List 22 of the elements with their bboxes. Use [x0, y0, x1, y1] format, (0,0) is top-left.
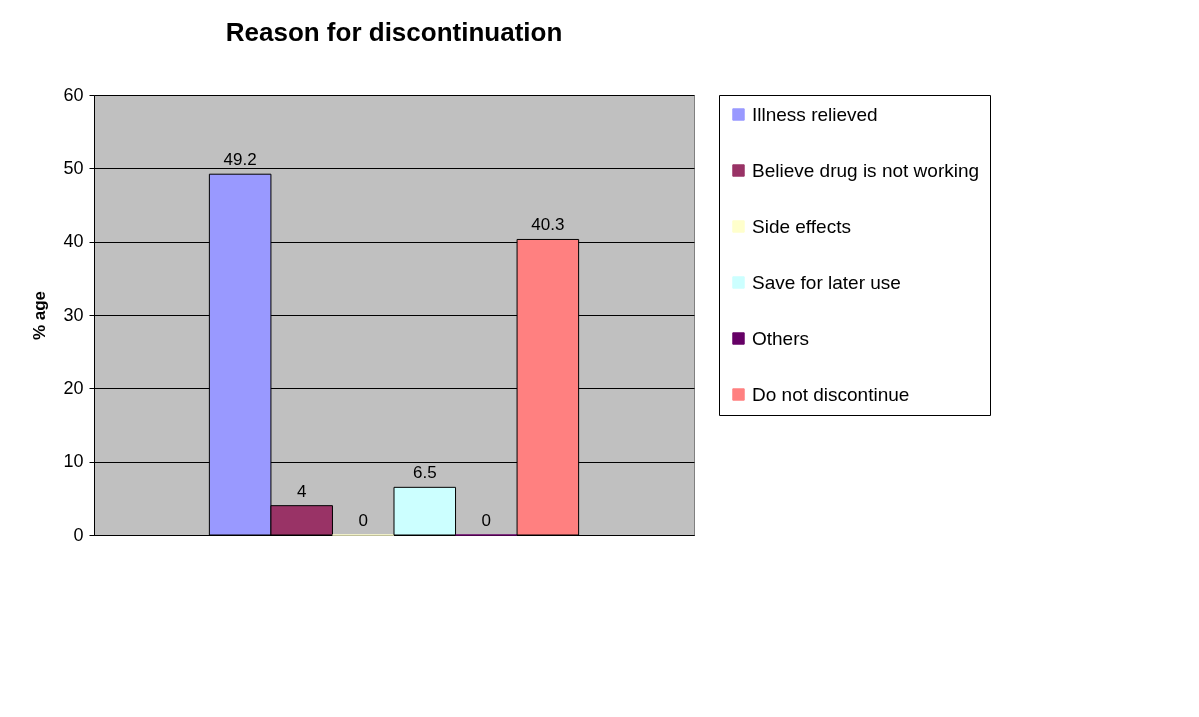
legend-label: Others [752, 327, 810, 349]
y-tick-label: 30 [63, 304, 84, 325]
data-label: 49.2 [223, 150, 257, 170]
chart-title: Reason for discontinuation [225, 17, 563, 47]
y-axis-title: % age [30, 290, 50, 341]
y-tick-label: 10 [63, 451, 84, 472]
data-label: 4 [296, 481, 307, 501]
legend-label: Save for later use [752, 271, 901, 293]
y-tick-label: 50 [63, 157, 84, 178]
y-tick-label: 60 [63, 84, 84, 105]
y-tick-label: 0 [73, 524, 84, 545]
bar [393, 486, 457, 536]
data-label: 6.5 [412, 463, 437, 483]
y-tick-label: 20 [63, 377, 84, 398]
data-label: 0 [481, 511, 492, 530]
data-label: 0 [358, 511, 368, 530]
legend-label: Side effects [752, 215, 851, 237]
legend-label: Do not discontinue [752, 383, 910, 405]
data-label: 40.3 [531, 215, 565, 235]
legend-label: Illness relieved [752, 103, 878, 125]
legend-label: Believe drug is not working [752, 159, 980, 181]
y-tick-label: 40 [63, 231, 84, 252]
